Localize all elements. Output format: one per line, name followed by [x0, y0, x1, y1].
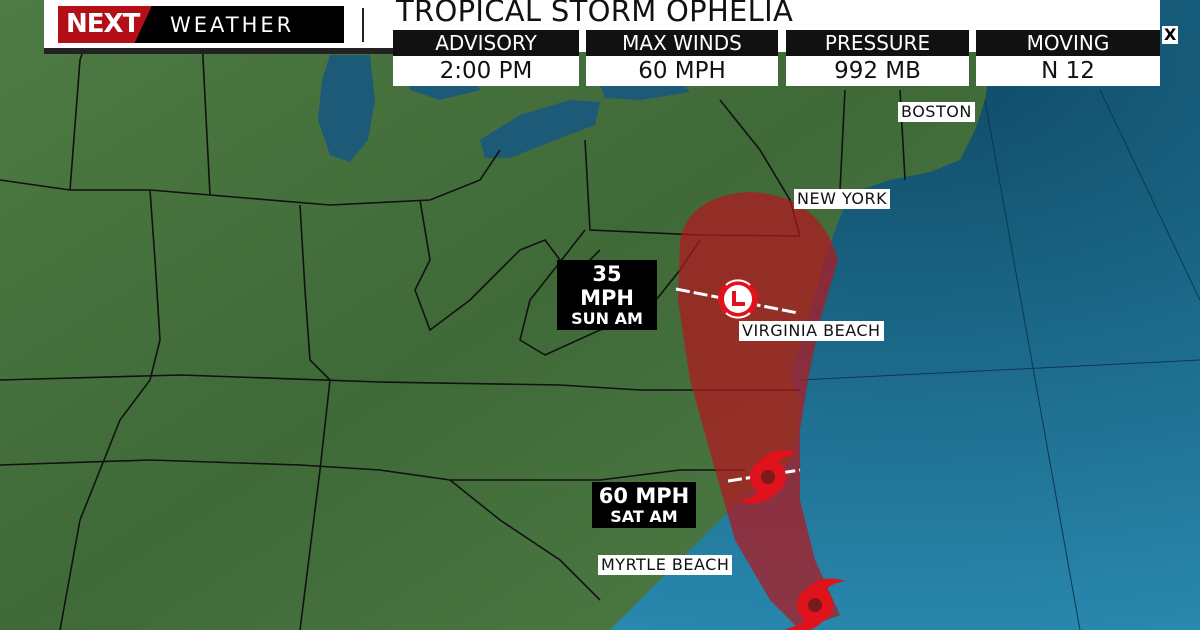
forecast-wind: 35 MPH [580, 262, 634, 310]
longitude-lines [799, 89, 1200, 630]
logo-next: NEXT [58, 6, 158, 43]
tropical-storm-icon [785, 578, 845, 630]
stat-moving: MOVING N 12 [976, 30, 1160, 86]
logo-weather: WEATHER [170, 12, 295, 37]
header-shadow [44, 48, 394, 54]
stat-value: 992 MB [786, 56, 969, 86]
stat-advisory: ADVISORY 2:00 PM [393, 30, 579, 86]
low-pressure-icon [718, 279, 758, 319]
city-label-boston: BOSTON [898, 102, 975, 122]
city-label-new-york: NEW YORK [794, 189, 891, 209]
next-weather-logo: NEXT WEATHER [58, 6, 344, 43]
stat-label: ADVISORY [393, 30, 579, 56]
stat-value: N 12 [976, 56, 1160, 86]
tropical-storm-icon [738, 450, 798, 504]
stat-label: PRESSURE [786, 30, 969, 56]
stat-label: MAX WINDS [586, 30, 778, 56]
forecast-wind: 60 MPH [598, 484, 690, 508]
stat-value: 2:00 PM [393, 56, 579, 86]
forecast-label-sat-am: 60 MPH SAT AM [592, 482, 696, 528]
close-button[interactable]: X [1162, 25, 1179, 44]
stat-value: 60 MPH [586, 56, 778, 86]
forecast-time: SUN AM [571, 309, 643, 328]
storm-title: TROPICAL STORM OPHELIA [396, 0, 794, 28]
city-label-myrtle-beach: MYRTLE BEACH [598, 555, 733, 575]
city-label-virginia-beach: VIRGINIA BEACH [739, 321, 884, 341]
forecast-time: SAT AM [610, 507, 678, 526]
stat-max-winds: MAX WINDS 60 MPH [586, 30, 778, 86]
forecast-label-sun-am: 35 MPH SUN AM [557, 260, 657, 330]
divider [362, 8, 364, 42]
stat-pressure: PRESSURE 992 MB [786, 30, 969, 86]
stat-label: MOVING [976, 30, 1160, 56]
